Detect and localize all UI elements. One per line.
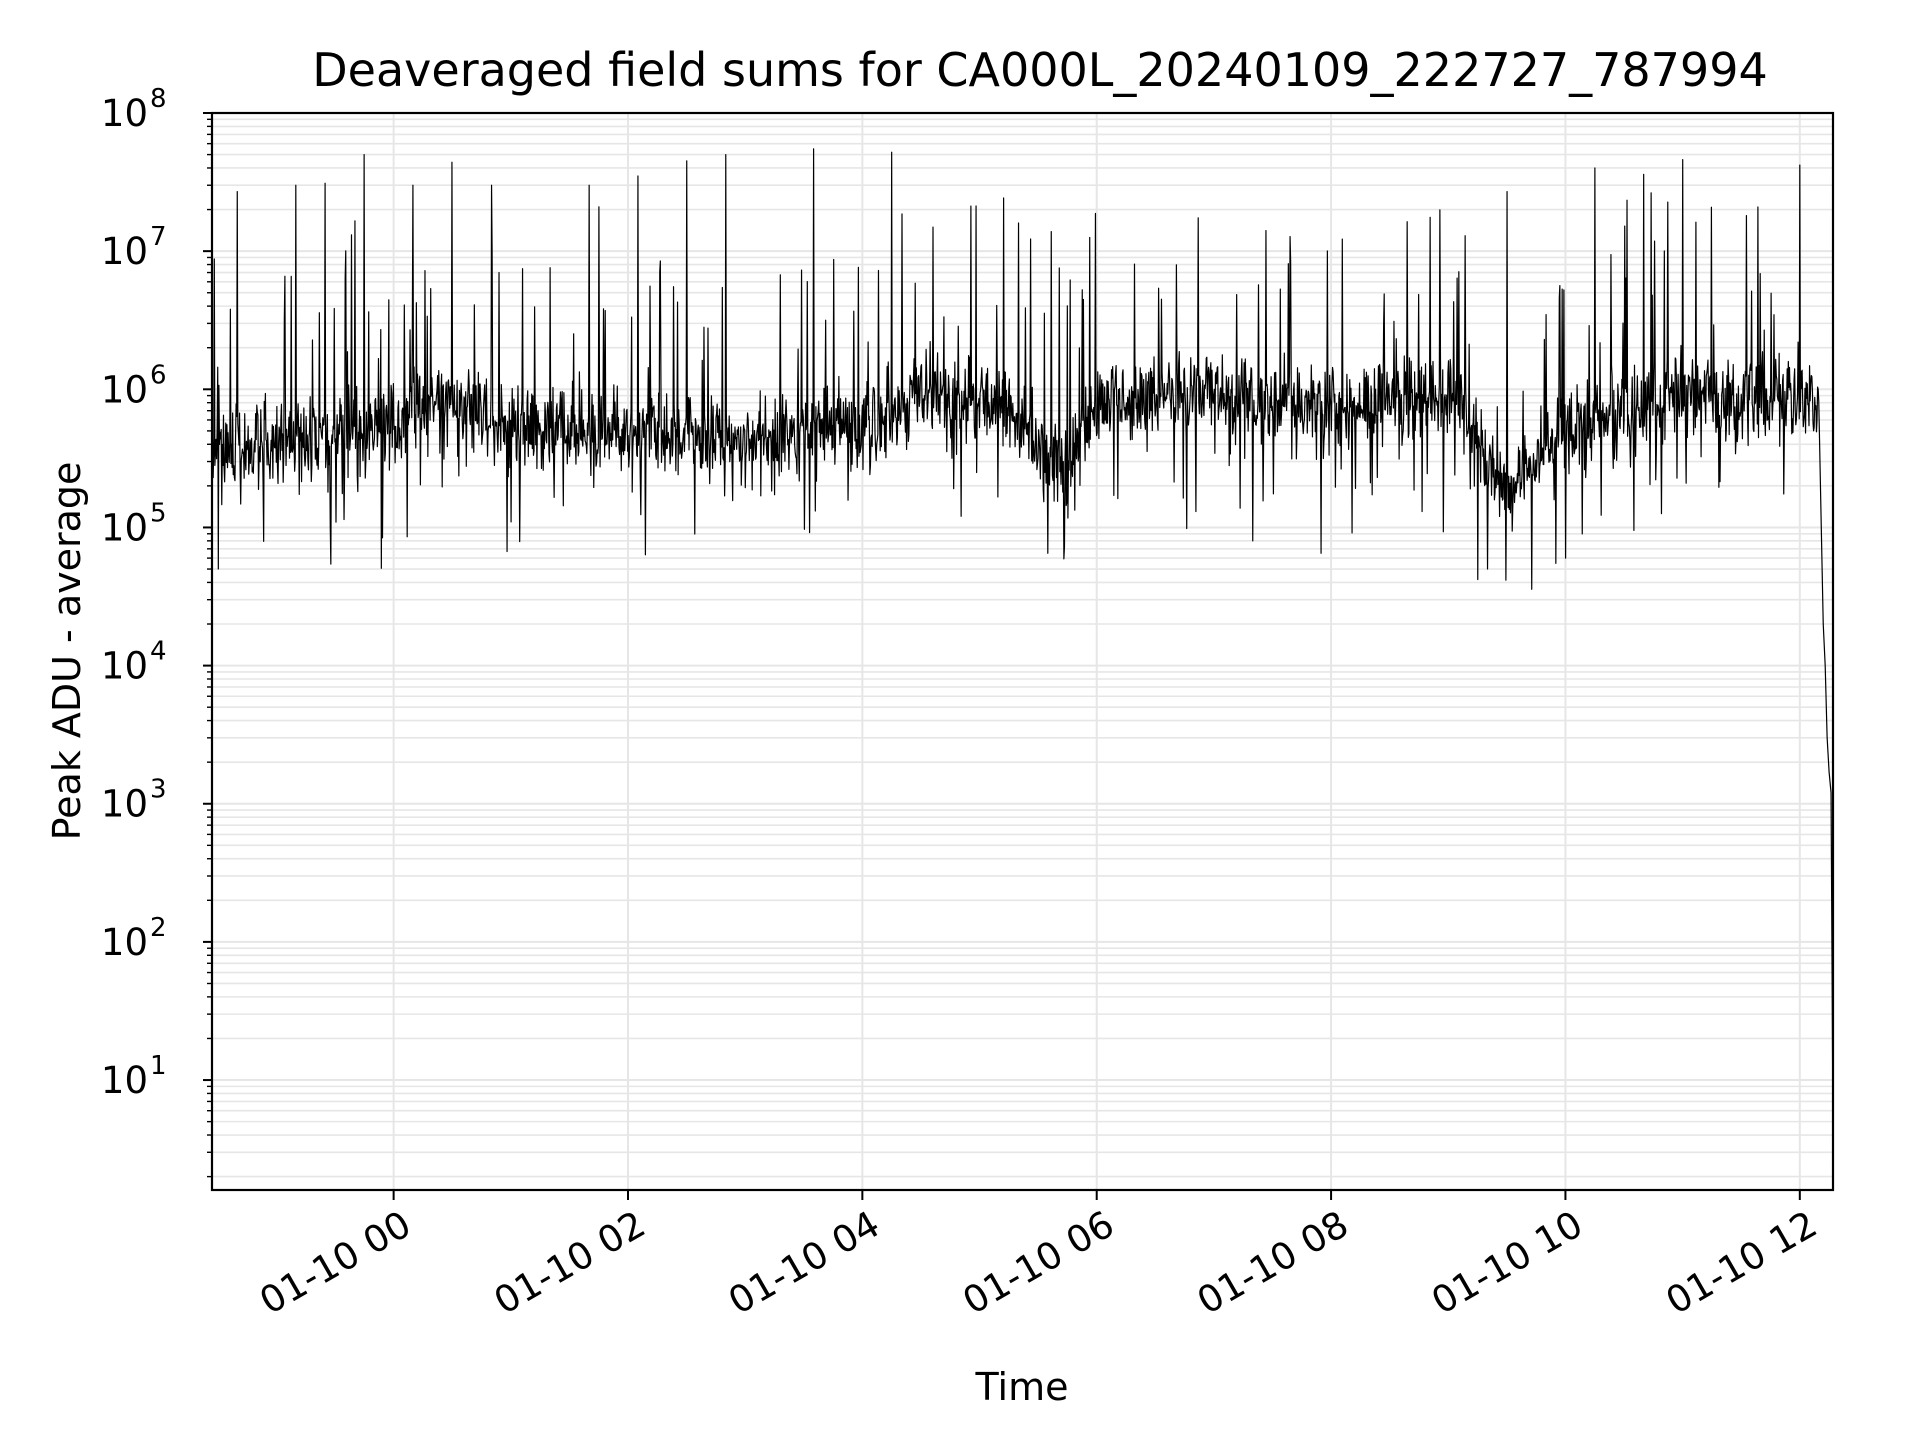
y-tick-label: 10 — [101, 1059, 148, 1102]
y-tick-base: 10 — [101, 1059, 148, 1102]
y-tick-base: 10 — [101, 921, 148, 964]
y-tick-label: 10 — [101, 368, 148, 411]
y-tick-exponent: 2 — [150, 913, 167, 943]
y-axis-label: Peak ADU - average — [45, 462, 89, 841]
chart-title: Deaveraged field sums for CA000L_2024010… — [312, 43, 1767, 97]
y-tick-exponent: 5 — [150, 498, 167, 528]
y-tick-exponent: 4 — [150, 637, 167, 667]
y-tick-label: 10 — [101, 92, 148, 135]
y-tick-label: 10 — [101, 783, 148, 826]
y-tick-exponent: 7 — [150, 222, 167, 252]
y-tick-base: 10 — [101, 368, 148, 411]
series-line — [211, 148, 1834, 1136]
axes-frame — [210, 111, 1835, 1192]
y-tick-label: 10 — [101, 230, 148, 273]
grid — [212, 113, 1833, 1190]
y-tick-base: 10 — [101, 230, 148, 273]
y-tick-base: 10 — [101, 92, 148, 135]
y-tick-base: 10 — [101, 645, 148, 688]
x-axis-label: Time — [975, 1365, 1069, 1409]
y-tick-label: 10 — [101, 506, 148, 549]
y-tick-base: 10 — [101, 506, 148, 549]
y-tick-base: 10 — [101, 783, 148, 826]
y-tick-label: 10 — [101, 921, 148, 964]
data-series — [211, 148, 1834, 1136]
y-tick-exponent: 8 — [150, 84, 167, 114]
y-tick-exponent: 6 — [150, 360, 167, 390]
y-tick-exponent: 3 — [150, 775, 167, 805]
y-tick-exponent: 1 — [150, 1051, 167, 1081]
y-tick-label: 10 — [101, 645, 148, 688]
